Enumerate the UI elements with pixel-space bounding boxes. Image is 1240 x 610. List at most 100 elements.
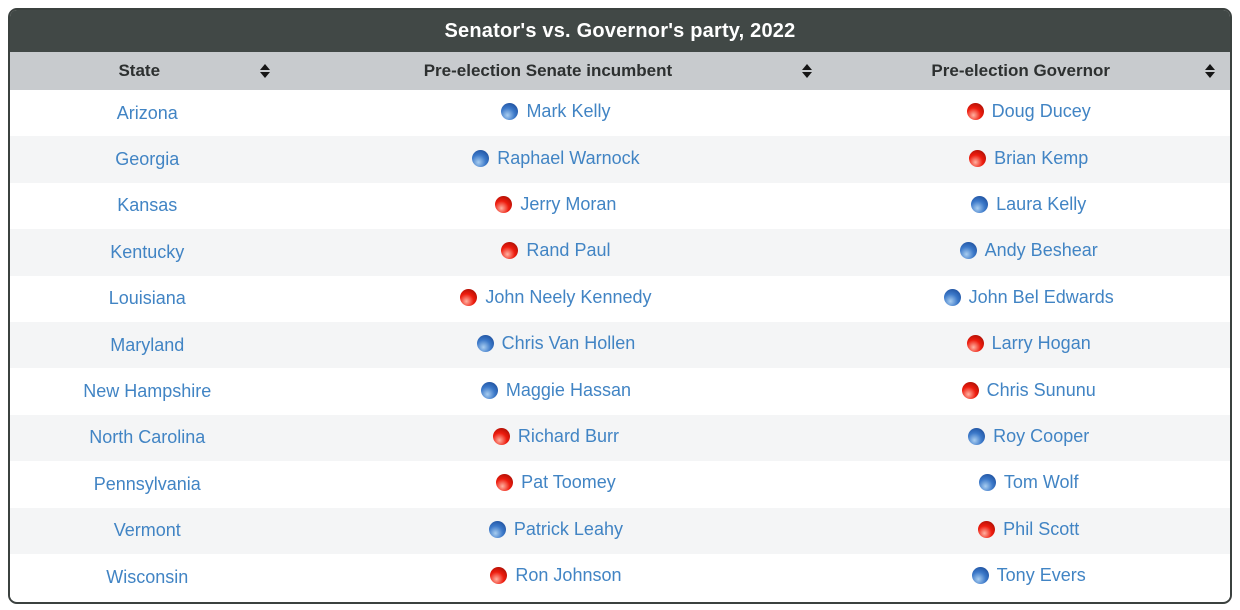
- senator-name: Raphael Warnock: [497, 147, 640, 168]
- party-dot-icon: [968, 427, 986, 445]
- senate-incumbent-cell: Rand Paul: [285, 229, 828, 275]
- senate-incumbent-cell: Maggie Hassan: [285, 368, 828, 414]
- senator-link[interactable]: Maggie Hassan: [480, 379, 631, 401]
- governor-cell: Chris Sununu: [827, 368, 1230, 414]
- state-link[interactable]: North Carolina: [89, 427, 206, 448]
- senator-link[interactable]: John Neely Kennedy: [460, 286, 652, 308]
- governor-name: Tony Evers: [996, 565, 1086, 586]
- senator-name: Maggie Hassan: [505, 379, 631, 400]
- sort-arrows-icon[interactable]: [260, 64, 271, 78]
- state-link[interactable]: Arizona: [116, 102, 178, 123]
- state-link[interactable]: Georgia: [115, 149, 180, 170]
- party-dot-icon: [501, 103, 519, 121]
- governor-link[interactable]: John Bel Edwards: [943, 286, 1114, 308]
- governor-cell: Brian Kemp: [827, 136, 1230, 182]
- senator-link[interactable]: Rand Paul: [501, 240, 610, 261]
- table-row: Arizona Mark Kelly Doug Ducey: [10, 90, 1230, 137]
- party-dot-icon: [971, 567, 989, 585]
- governor-name: Brian Kemp: [994, 147, 1089, 168]
- table-row: Kentucky Rand Paul Andy Beshear: [10, 229, 1230, 276]
- senator-link[interactable]: Richard Burr: [492, 426, 619, 447]
- governor-cell: Doug Ducey: [827, 90, 1230, 136]
- governor-cell: Laura Kelly: [827, 183, 1230, 229]
- state-link[interactable]: Kansas: [117, 195, 178, 216]
- party-dot-icon: [971, 195, 989, 213]
- senate-incumbent-cell: Jerry Moran: [285, 183, 828, 229]
- senator-name: Rand Paul: [526, 240, 611, 261]
- column-header-state[interactable]: State: [10, 52, 285, 90]
- sort-arrows-icon[interactable]: [1205, 64, 1216, 78]
- governor-link[interactable]: Chris Sununu: [961, 379, 1096, 401]
- state-link[interactable]: Vermont: [113, 520, 181, 541]
- senator-name: Pat Toomey: [521, 472, 616, 493]
- governor-cell: Larry Hogan: [827, 322, 1230, 368]
- senator-link[interactable]: Ron Johnson: [490, 565, 621, 586]
- senator-name: John Neely Kennedy: [485, 286, 652, 307]
- governor-link[interactable]: Roy Cooper: [968, 426, 1089, 447]
- governor-cell: Tom Wolf: [827, 461, 1230, 507]
- governor-link[interactable]: Laura Kelly: [971, 194, 1086, 215]
- party-dot-icon: [961, 381, 979, 399]
- governor-link[interactable]: Doug Ducey: [966, 101, 1091, 122]
- senator-governor-table: State Pre-election Senate incumbent Pre-…: [10, 52, 1230, 601]
- senate-incumbent-cell: Richard Burr: [285, 415, 828, 461]
- governor-cell: Roy Cooper: [827, 415, 1230, 461]
- governor-name: Laura Kelly: [996, 193, 1087, 214]
- party-dot-icon: [492, 427, 510, 445]
- state-link[interactable]: Pennsylvania: [93, 473, 201, 494]
- party-dot-icon: [495, 195, 513, 213]
- senator-link[interactable]: Mark Kelly: [501, 101, 610, 122]
- table-row: North Carolina Richard Burr Roy Cooper: [10, 414, 1230, 462]
- table-row: Maryland Chris Van Hollen Larry Hogan: [10, 321, 1230, 369]
- senator-name: Patrick Leahy: [513, 518, 623, 539]
- party-dot-icon: [969, 149, 987, 167]
- column-header-governor[interactable]: Pre-election Governor: [827, 52, 1230, 90]
- table-row: New Hampshire Maggie Hassan Chris Sununu: [10, 368, 1230, 415]
- senate-incumbent-cell: Patrick Leahy: [285, 508, 828, 554]
- governor-link[interactable]: Phil Scott: [978, 519, 1079, 540]
- governor-name: John Bel Edwards: [968, 286, 1114, 307]
- party-dot-icon: [460, 288, 478, 306]
- senator-link[interactable]: Jerry Moran: [495, 194, 616, 215]
- senate-incumbent-cell: John Neely Kennedy: [285, 276, 828, 322]
- party-dot-icon: [943, 288, 961, 306]
- sort-arrows-icon[interactable]: [802, 64, 813, 78]
- senator-link[interactable]: Patrick Leahy: [488, 518, 623, 540]
- governor-link[interactable]: Brian Kemp: [969, 148, 1088, 169]
- state-link[interactable]: Kentucky: [110, 241, 185, 262]
- state-link[interactable]: Wisconsin: [106, 566, 189, 587]
- party-dot-icon: [978, 520, 996, 538]
- party-dot-icon: [978, 474, 996, 492]
- state-link[interactable]: New Hampshire: [83, 381, 212, 402]
- governor-cell: John Bel Edwards: [827, 276, 1230, 322]
- senate-incumbent-cell: Chris Van Hollen: [285, 322, 828, 368]
- senator-link[interactable]: Chris Van Hollen: [476, 333, 635, 354]
- senate-incumbent-cell: Raphael Warnock: [285, 136, 828, 182]
- party-dot-icon: [966, 103, 984, 121]
- party-dot-icon: [472, 149, 490, 167]
- governor-cell: Phil Scott: [827, 508, 1230, 554]
- senate-incumbent-cell: Ron Johnson: [285, 554, 828, 600]
- governor-link[interactable]: Andy Beshear: [959, 240, 1098, 261]
- column-header-governor-label: Pre-election Governor: [931, 61, 1110, 80]
- party-dot-icon: [476, 335, 494, 353]
- state-link[interactable]: Maryland: [110, 334, 185, 355]
- table-row: Louisiana John Neely Kennedy John Bel Ed…: [10, 275, 1230, 322]
- governor-name: Larry Hogan: [991, 333, 1091, 354]
- table-row: Wisconsin Ron Johnson Tony Evers: [10, 553, 1230, 601]
- governor-name: Andy Beshear: [984, 240, 1098, 261]
- governor-cell: Andy Beshear: [827, 229, 1230, 275]
- governor-name: Chris Sununu: [986, 379, 1096, 400]
- party-dot-icon: [480, 381, 498, 399]
- governor-name: Doug Ducey: [991, 101, 1091, 122]
- governor-name: Tom Wolf: [1003, 472, 1079, 493]
- governor-link[interactable]: Larry Hogan: [966, 333, 1091, 354]
- state-link[interactable]: Louisiana: [108, 288, 186, 309]
- senator-link[interactable]: Pat Toomey: [496, 472, 616, 493]
- column-header-state-label: State: [118, 61, 161, 80]
- governor-link[interactable]: Tony Evers: [971, 565, 1086, 586]
- party-dot-icon: [966, 335, 984, 353]
- senator-link[interactable]: Raphael Warnock: [472, 147, 640, 169]
- governor-link[interactable]: Tom Wolf: [978, 472, 1079, 493]
- column-header-senate-incumbent[interactable]: Pre-election Senate incumbent: [284, 52, 828, 90]
